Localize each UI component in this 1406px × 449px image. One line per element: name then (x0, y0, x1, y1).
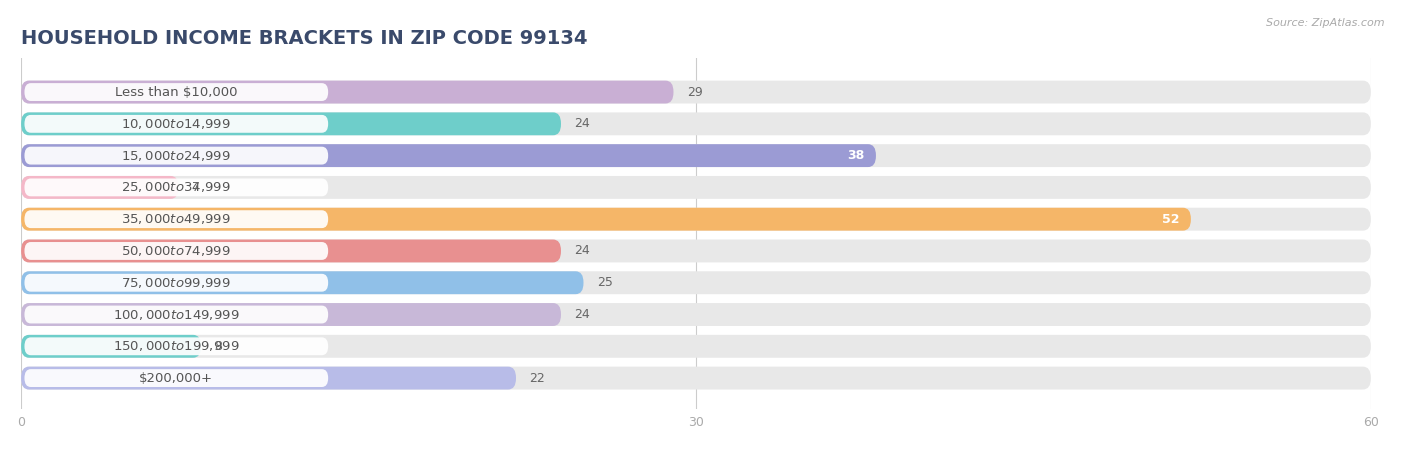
Text: Source: ZipAtlas.com: Source: ZipAtlas.com (1267, 18, 1385, 28)
FancyBboxPatch shape (21, 239, 561, 262)
Text: 38: 38 (848, 149, 865, 162)
FancyBboxPatch shape (21, 81, 673, 104)
Text: $75,000 to $99,999: $75,000 to $99,999 (121, 276, 231, 290)
FancyBboxPatch shape (21, 144, 876, 167)
Text: HOUSEHOLD INCOME BRACKETS IN ZIP CODE 99134: HOUSEHOLD INCOME BRACKETS IN ZIP CODE 99… (21, 30, 588, 48)
Text: 22: 22 (530, 372, 546, 385)
Text: $150,000 to $199,999: $150,000 to $199,999 (112, 339, 239, 353)
Text: 24: 24 (575, 117, 591, 130)
FancyBboxPatch shape (24, 306, 328, 323)
FancyBboxPatch shape (21, 176, 1371, 199)
FancyBboxPatch shape (21, 81, 1371, 104)
FancyBboxPatch shape (24, 147, 328, 164)
FancyBboxPatch shape (21, 303, 1371, 326)
Text: 29: 29 (688, 86, 703, 99)
FancyBboxPatch shape (21, 112, 561, 135)
FancyBboxPatch shape (21, 335, 201, 358)
FancyBboxPatch shape (24, 178, 328, 196)
FancyBboxPatch shape (24, 115, 328, 133)
FancyBboxPatch shape (21, 367, 516, 390)
Text: $35,000 to $49,999: $35,000 to $49,999 (121, 212, 231, 226)
FancyBboxPatch shape (21, 271, 583, 294)
FancyBboxPatch shape (21, 208, 1371, 231)
Text: 7: 7 (193, 181, 200, 194)
FancyBboxPatch shape (24, 83, 328, 101)
Text: $10,000 to $14,999: $10,000 to $14,999 (121, 117, 231, 131)
Text: $100,000 to $149,999: $100,000 to $149,999 (112, 308, 239, 321)
FancyBboxPatch shape (24, 274, 328, 292)
FancyBboxPatch shape (21, 144, 1371, 167)
FancyBboxPatch shape (21, 271, 1371, 294)
FancyBboxPatch shape (21, 335, 1371, 358)
Text: 24: 24 (575, 244, 591, 257)
Text: Less than $10,000: Less than $10,000 (115, 86, 238, 99)
FancyBboxPatch shape (24, 369, 328, 387)
FancyBboxPatch shape (24, 337, 328, 355)
FancyBboxPatch shape (21, 112, 1371, 135)
Text: $200,000+: $200,000+ (139, 372, 214, 385)
Text: $25,000 to $34,999: $25,000 to $34,999 (121, 180, 231, 194)
FancyBboxPatch shape (21, 367, 1371, 390)
Text: 25: 25 (598, 276, 613, 289)
FancyBboxPatch shape (21, 303, 561, 326)
Text: $15,000 to $24,999: $15,000 to $24,999 (121, 149, 231, 163)
FancyBboxPatch shape (21, 239, 1371, 262)
FancyBboxPatch shape (24, 242, 328, 260)
FancyBboxPatch shape (24, 210, 328, 228)
FancyBboxPatch shape (21, 208, 1191, 231)
Text: 52: 52 (1163, 213, 1180, 226)
Text: $50,000 to $74,999: $50,000 to $74,999 (121, 244, 231, 258)
FancyBboxPatch shape (21, 176, 179, 199)
Text: 8: 8 (215, 340, 222, 353)
Text: 24: 24 (575, 308, 591, 321)
